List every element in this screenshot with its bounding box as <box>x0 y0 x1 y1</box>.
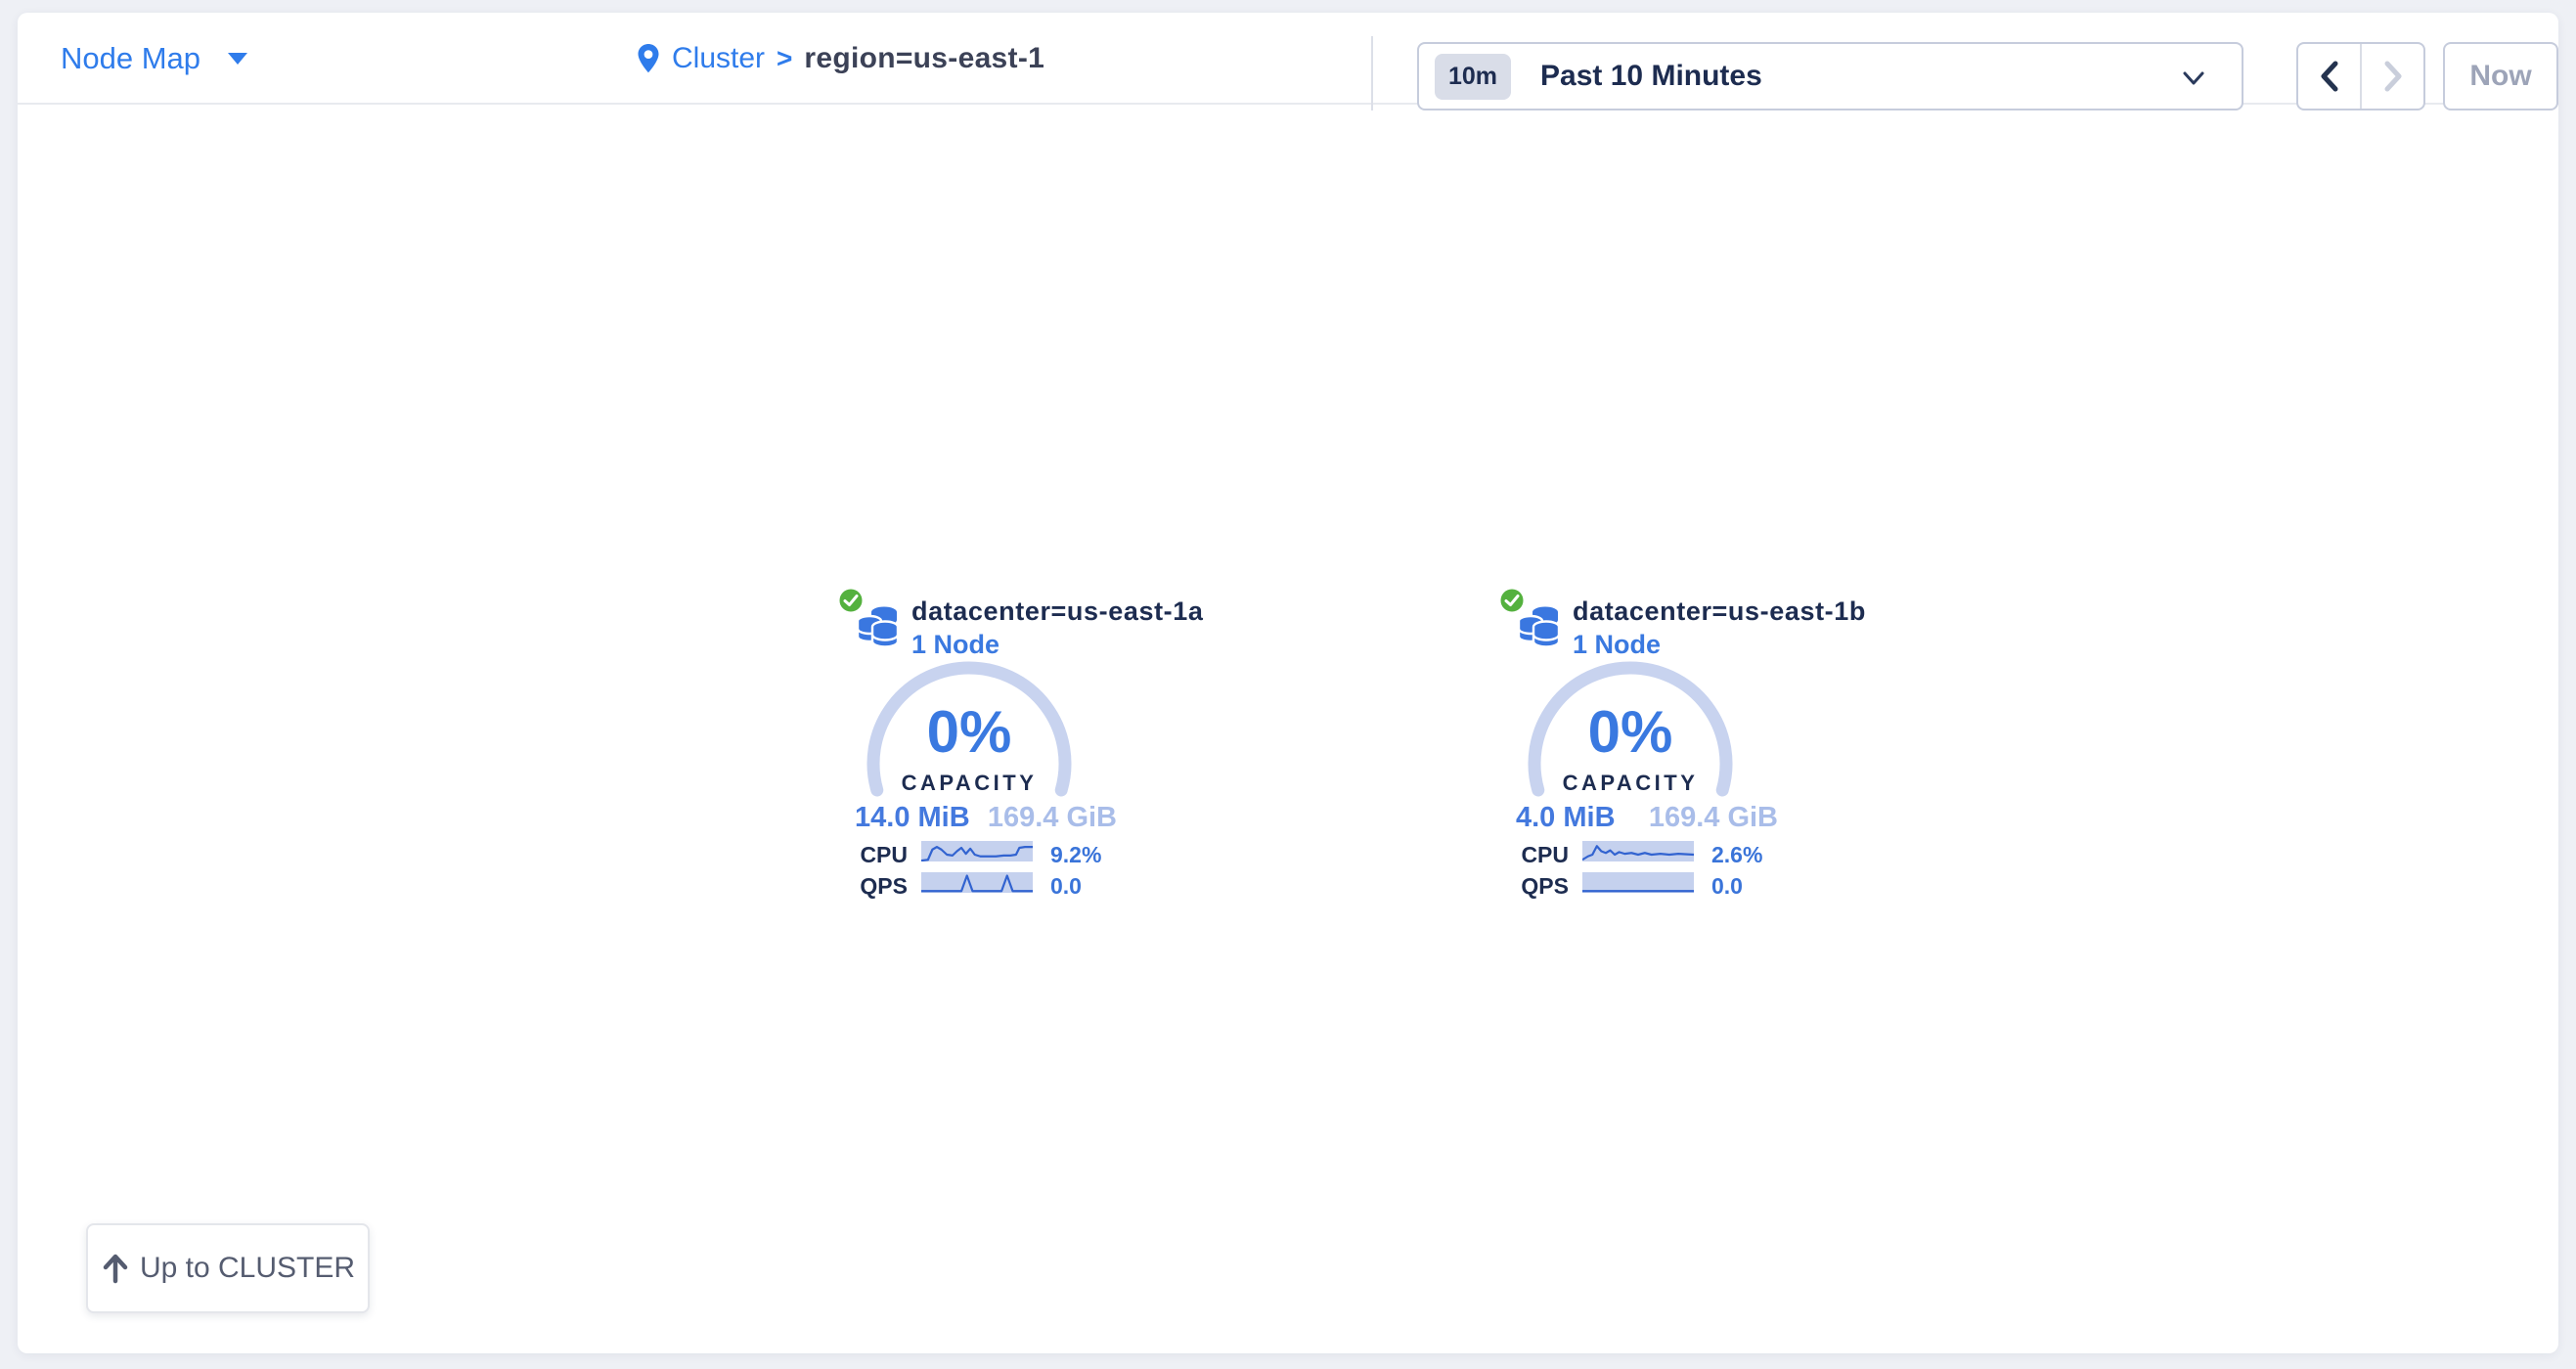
time-prev-button[interactable] <box>2298 44 2362 109</box>
capacity-label: CAPACITY <box>862 771 1077 796</box>
qps-label: QPS <box>829 873 908 900</box>
database-stack-icon <box>855 604 900 649</box>
time-window-dropdown[interactable]: 10m Past 10 Minutes <box>1417 42 2243 110</box>
cpu-label: CPU <box>1490 842 1569 868</box>
cpu-value: 2.6% <box>1711 842 1762 868</box>
qps-value: 0.0 <box>1711 873 1743 900</box>
datacenter-group-us-east-1b[interactable]: datacenter=us-east-1b 1 Node 0% CAPACITY… <box>1490 583 1784 915</box>
capacity-total: 169.4 GiB <box>988 802 1117 834</box>
view-selector-label: Node Map <box>61 41 200 76</box>
capacity-percentage: 0% <box>862 698 1077 766</box>
header-divider <box>1371 36 1373 110</box>
chevron-left-icon <box>2317 59 2342 94</box>
qps-value: 0.0 <box>1050 873 1082 900</box>
now-button[interactable]: Now <box>2443 42 2558 110</box>
chevron-down-icon <box>228 53 247 65</box>
cpu-label: CPU <box>829 842 908 868</box>
datacenter-node-count: 1 Node <box>911 630 999 660</box>
capacity-label: CAPACITY <box>1523 771 1738 796</box>
breadcrumb: Cluster > region=us-east-1 <box>637 13 1044 105</box>
time-window-label: Past 10 Minutes <box>1540 60 1762 93</box>
cpu-sparkline <box>921 841 1033 861</box>
breadcrumb-current: region=us-east-1 <box>804 42 1044 75</box>
breadcrumb-separator: > <box>777 43 792 74</box>
time-next-button[interactable] <box>2362 44 2423 109</box>
datacenter-group-us-east-1a[interactable]: datacenter=us-east-1a 1 Node 0% CAPACITY… <box>829 583 1123 915</box>
datacenter-name: datacenter=us-east-1a <box>911 596 1204 627</box>
capacity-percentage: 0% <box>1523 698 1738 766</box>
datacenter-node-count: 1 Node <box>1573 630 1661 660</box>
main-panel: Node Map Cluster > region=us-east-1 10m … <box>18 13 2558 1353</box>
time-window-badge: 10m <box>1435 54 1511 100</box>
cpu-sparkline <box>1582 841 1694 861</box>
up-to-cluster-label: Up to CLUSTER <box>140 1252 355 1285</box>
chevron-down-icon <box>2179 67 2208 89</box>
time-pager <box>2296 42 2425 110</box>
cpu-value: 9.2% <box>1050 842 1101 868</box>
database-stack-icon <box>1516 604 1561 649</box>
capacity-total: 169.4 GiB <box>1649 802 1778 834</box>
qps-sparkline <box>921 872 1033 893</box>
chevron-right-icon <box>2380 59 2406 94</box>
location-pin-icon <box>637 43 660 74</box>
arrow-up-icon <box>101 1253 130 1284</box>
capacity-used: 4.0 MiB <box>1516 802 1616 834</box>
capacity-values: 4.0 MiB 169.4 GiB <box>1516 802 1778 834</box>
view-selector-dropdown[interactable]: Node Map <box>61 13 247 105</box>
up-to-cluster-button[interactable]: Up to CLUSTER <box>86 1223 370 1313</box>
header-bar: Node Map Cluster > region=us-east-1 10m … <box>18 13 2558 105</box>
qps-label: QPS <box>1490 873 1569 900</box>
qps-sparkline <box>1582 872 1694 893</box>
breadcrumb-cluster-link[interactable]: Cluster <box>672 42 765 75</box>
capacity-used: 14.0 MiB <box>855 802 970 834</box>
capacity-values: 14.0 MiB 169.4 GiB <box>855 802 1117 834</box>
datacenter-name: datacenter=us-east-1b <box>1573 596 1866 627</box>
